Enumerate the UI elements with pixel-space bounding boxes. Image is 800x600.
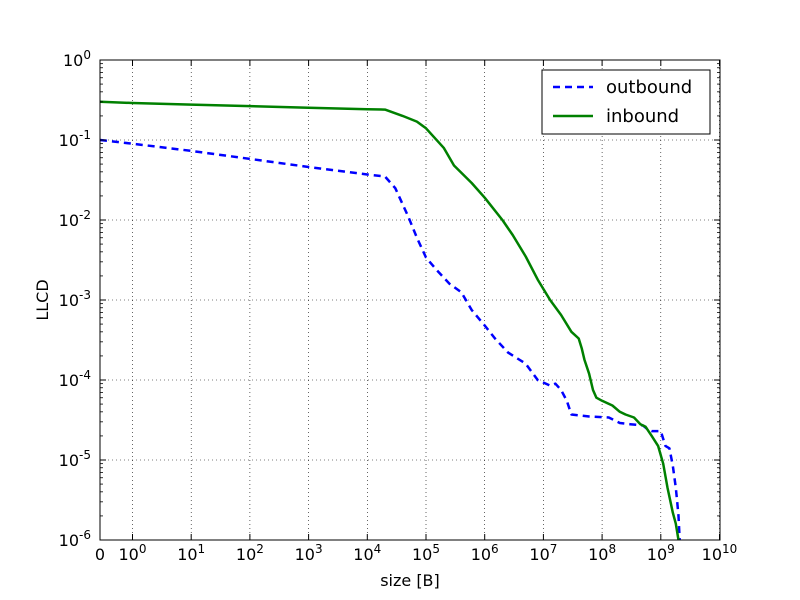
y-axis-label: LLCD	[33, 279, 52, 320]
x-tick-label-base: 10	[353, 545, 373, 564]
y-tick-label: 10-3	[59, 288, 91, 310]
x-tick-label-exponent: 10	[722, 542, 737, 556]
y-tick-label: 100	[63, 48, 91, 70]
y-tick-label-exponent: 0	[83, 48, 91, 62]
y-tick-label-base: 10	[59, 211, 79, 230]
x-tick-label-exponent: 3	[315, 542, 323, 556]
x-tick-label-exponent: 9	[667, 542, 675, 556]
x-tick-label: 105	[412, 542, 440, 564]
y-tick-label-base: 10	[59, 371, 79, 390]
legend-inbound-label: inbound	[606, 106, 679, 127]
x-tick-label: 1010	[702, 542, 738, 564]
x-tick-label-base: 10	[412, 545, 432, 564]
x-tick-label-exponent: 0	[139, 542, 147, 556]
y-tick-label-base: 10	[59, 131, 79, 150]
grid	[99, 59, 720, 541]
y-tick-label: 10-2	[59, 208, 91, 230]
x-tick-labels: 0 100 101 102 103 104 105 106 107 108 109 1010	[95, 542, 737, 564]
y-tick-label: 10-6	[59, 528, 91, 550]
x-tick-label-exponent: 8	[608, 542, 616, 556]
x-tick-label: 0	[95, 545, 105, 564]
x-tick-label: 108	[588, 542, 616, 564]
x-tick-label-base: 10	[529, 545, 549, 564]
x-tick-label-exponent: 1	[198, 542, 206, 556]
y-tick-label-base: 10	[59, 451, 79, 470]
y-tick-label-base: 10	[63, 51, 83, 70]
x-tick-label: 102	[236, 542, 264, 564]
x-tick-label-base: 10	[236, 545, 256, 564]
x-tick-label-exponent: 4	[374, 542, 382, 556]
series-layer	[99, 100, 681, 541]
x-tick-label-exponent: 2	[256, 542, 264, 556]
x-tick-label-base: 10	[177, 545, 197, 564]
x-tick-label-exponent: 7	[550, 542, 558, 556]
series-line-inbound	[99, 100, 680, 541]
y-tick-label-exponent: -5	[79, 448, 91, 462]
x-tick-label: 101	[177, 542, 205, 564]
y-tick-label-base: 10	[59, 291, 79, 310]
y-tick-label: 10-4	[59, 368, 91, 390]
x-tick-label-base: 0	[95, 545, 105, 564]
x-tick-label: 106	[471, 542, 499, 564]
y-tick-label-exponent: -2	[79, 208, 91, 222]
legend-box	[541, 69, 711, 135]
y-tick-label-base: 10	[59, 531, 79, 550]
x-tick-label: 103	[295, 542, 323, 564]
y-tick-label-exponent: -4	[79, 368, 91, 382]
x-tick-label-base: 10	[702, 545, 722, 564]
legend: outbound inbound	[541, 69, 711, 135]
x-tick-label-base: 10	[295, 545, 315, 564]
y-tick-label-exponent: -6	[79, 528, 91, 542]
x-tick-label-exponent: 5	[432, 542, 440, 556]
x-tick-label: 107	[529, 542, 557, 564]
x-tick-label-base: 10	[471, 545, 491, 564]
x-tick-label-base: 10	[647, 545, 667, 564]
y-tick-label: 10-1	[59, 128, 91, 150]
y-tick-label-exponent: -3	[79, 288, 91, 302]
legend-outbound-label: outbound	[606, 77, 692, 98]
tick-marks	[99, 59, 720, 541]
x-tick-label-base: 10	[119, 545, 139, 564]
x-tick-label-base: 10	[588, 545, 608, 564]
series-line-outbound	[99, 138, 681, 541]
x-tick-label: 109	[647, 542, 675, 564]
x-tick-label: 100	[119, 542, 147, 564]
y-tick-label-exponent: -1	[79, 128, 91, 142]
y-tick-label: 10-5	[59, 448, 91, 470]
x-tick-label: 104	[353, 542, 381, 564]
x-axis-label: size [B]	[380, 571, 440, 590]
x-tick-label-exponent: 6	[491, 542, 499, 556]
